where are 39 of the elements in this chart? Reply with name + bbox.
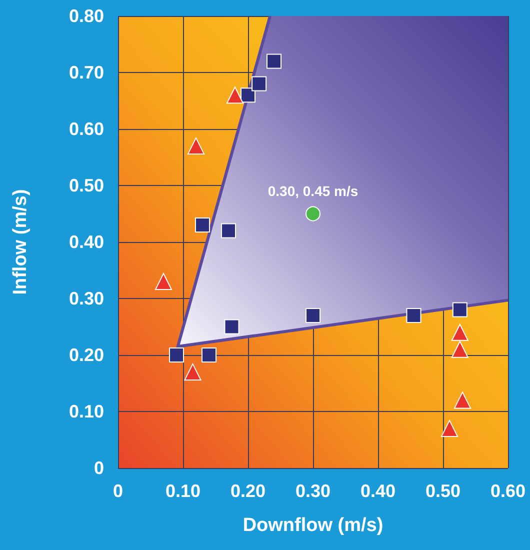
y-tick-label: 0.50 bbox=[68, 176, 104, 196]
x-tick-label: 0.50 bbox=[425, 481, 461, 501]
point bbox=[240, 88, 256, 103]
y-tick-label: 0.40 bbox=[68, 232, 104, 252]
point bbox=[224, 319, 240, 334]
x-tick-label: 0.30 bbox=[295, 481, 331, 501]
point bbox=[188, 137, 204, 154]
y-tick-label: 0.30 bbox=[68, 288, 104, 308]
point bbox=[266, 54, 282, 69]
point bbox=[441, 420, 458, 437]
y-tick-label: 0.60 bbox=[68, 119, 104, 139]
y-tick-label: 0.70 bbox=[68, 62, 104, 82]
y-tick-label: 0.20 bbox=[68, 345, 104, 365]
x-axis-title: Downflow (m/s) bbox=[242, 515, 384, 536]
y-tick-label: 0.10 bbox=[68, 402, 104, 422]
point bbox=[184, 363, 202, 380]
point bbox=[406, 308, 422, 323]
point bbox=[202, 348, 216, 362]
x-tick-label: 0.20 bbox=[230, 481, 266, 501]
point bbox=[452, 302, 468, 318]
point bbox=[195, 218, 210, 233]
y-axis-title: Inflow (m/s) bbox=[10, 189, 31, 295]
point bbox=[451, 340, 468, 358]
point bbox=[155, 273, 172, 290]
x-tick-label: 0 bbox=[112, 481, 124, 501]
point bbox=[306, 308, 320, 323]
point bbox=[221, 223, 236, 238]
point bbox=[454, 392, 471, 409]
point bbox=[451, 324, 468, 341]
y-tick-label: 0.80 bbox=[68, 6, 104, 26]
point bbox=[226, 86, 244, 104]
annotation: 0.30, 0.45 m/s bbox=[268, 182, 358, 199]
x-tick-label: 0.40 bbox=[360, 481, 396, 501]
x-tick-label: 0.60 bbox=[490, 481, 526, 501]
point bbox=[252, 76, 267, 92]
point bbox=[306, 206, 320, 222]
point bbox=[169, 348, 184, 362]
x-tick-label: 0.10 bbox=[165, 481, 201, 501]
y-tick-label: 0 bbox=[94, 458, 104, 478]
